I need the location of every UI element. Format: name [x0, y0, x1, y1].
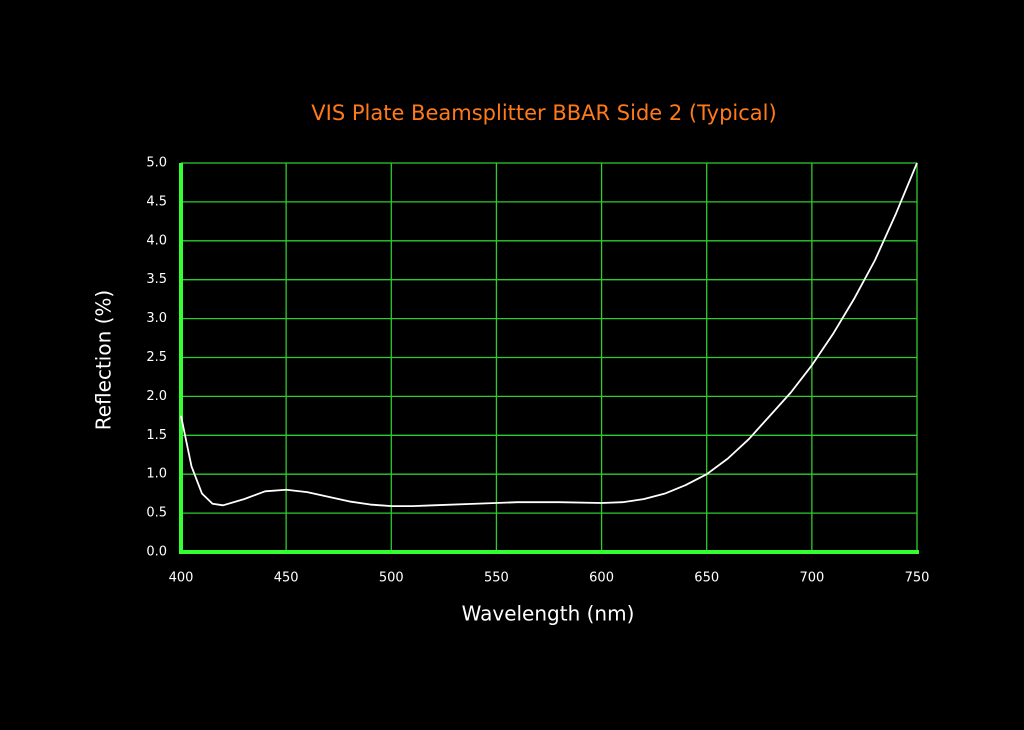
y-tick-label: 1.0	[146, 467, 167, 482]
x-tick-label: 600	[589, 571, 614, 586]
y-tick-label: 4.5	[146, 194, 167, 209]
x-tick-label: 550	[484, 571, 509, 586]
y-axis-label: Reflection (%)	[92, 290, 116, 430]
x-tick-label: 700	[799, 571, 824, 586]
y-tick-label: 0.0	[146, 545, 167, 560]
y-tick-label: 0.5	[146, 506, 167, 521]
x-tick-label: 650	[694, 571, 719, 586]
chart-title: VIS Plate Beamsplitter BBAR Side 2 (Typi…	[311, 101, 776, 125]
y-tick-label: 3.5	[146, 272, 167, 287]
y-tick-label: 5.0	[146, 156, 167, 171]
data-line	[180, 162, 918, 507]
y-tick-label: 3.0	[146, 311, 167, 326]
y-tick-label: 2.0	[146, 389, 167, 404]
x-tick-label: 450	[274, 571, 299, 586]
x-tick-label: 400	[169, 571, 194, 586]
x-axis-label: Wavelength (nm)	[462, 602, 635, 626]
y-tick-label: 2.5	[146, 350, 167, 365]
y-tick-label: 4.0	[146, 233, 167, 248]
y-tick-label: 1.5	[146, 428, 167, 443]
x-tick-label: 750	[905, 571, 930, 586]
x-tick-label: 500	[379, 571, 404, 586]
